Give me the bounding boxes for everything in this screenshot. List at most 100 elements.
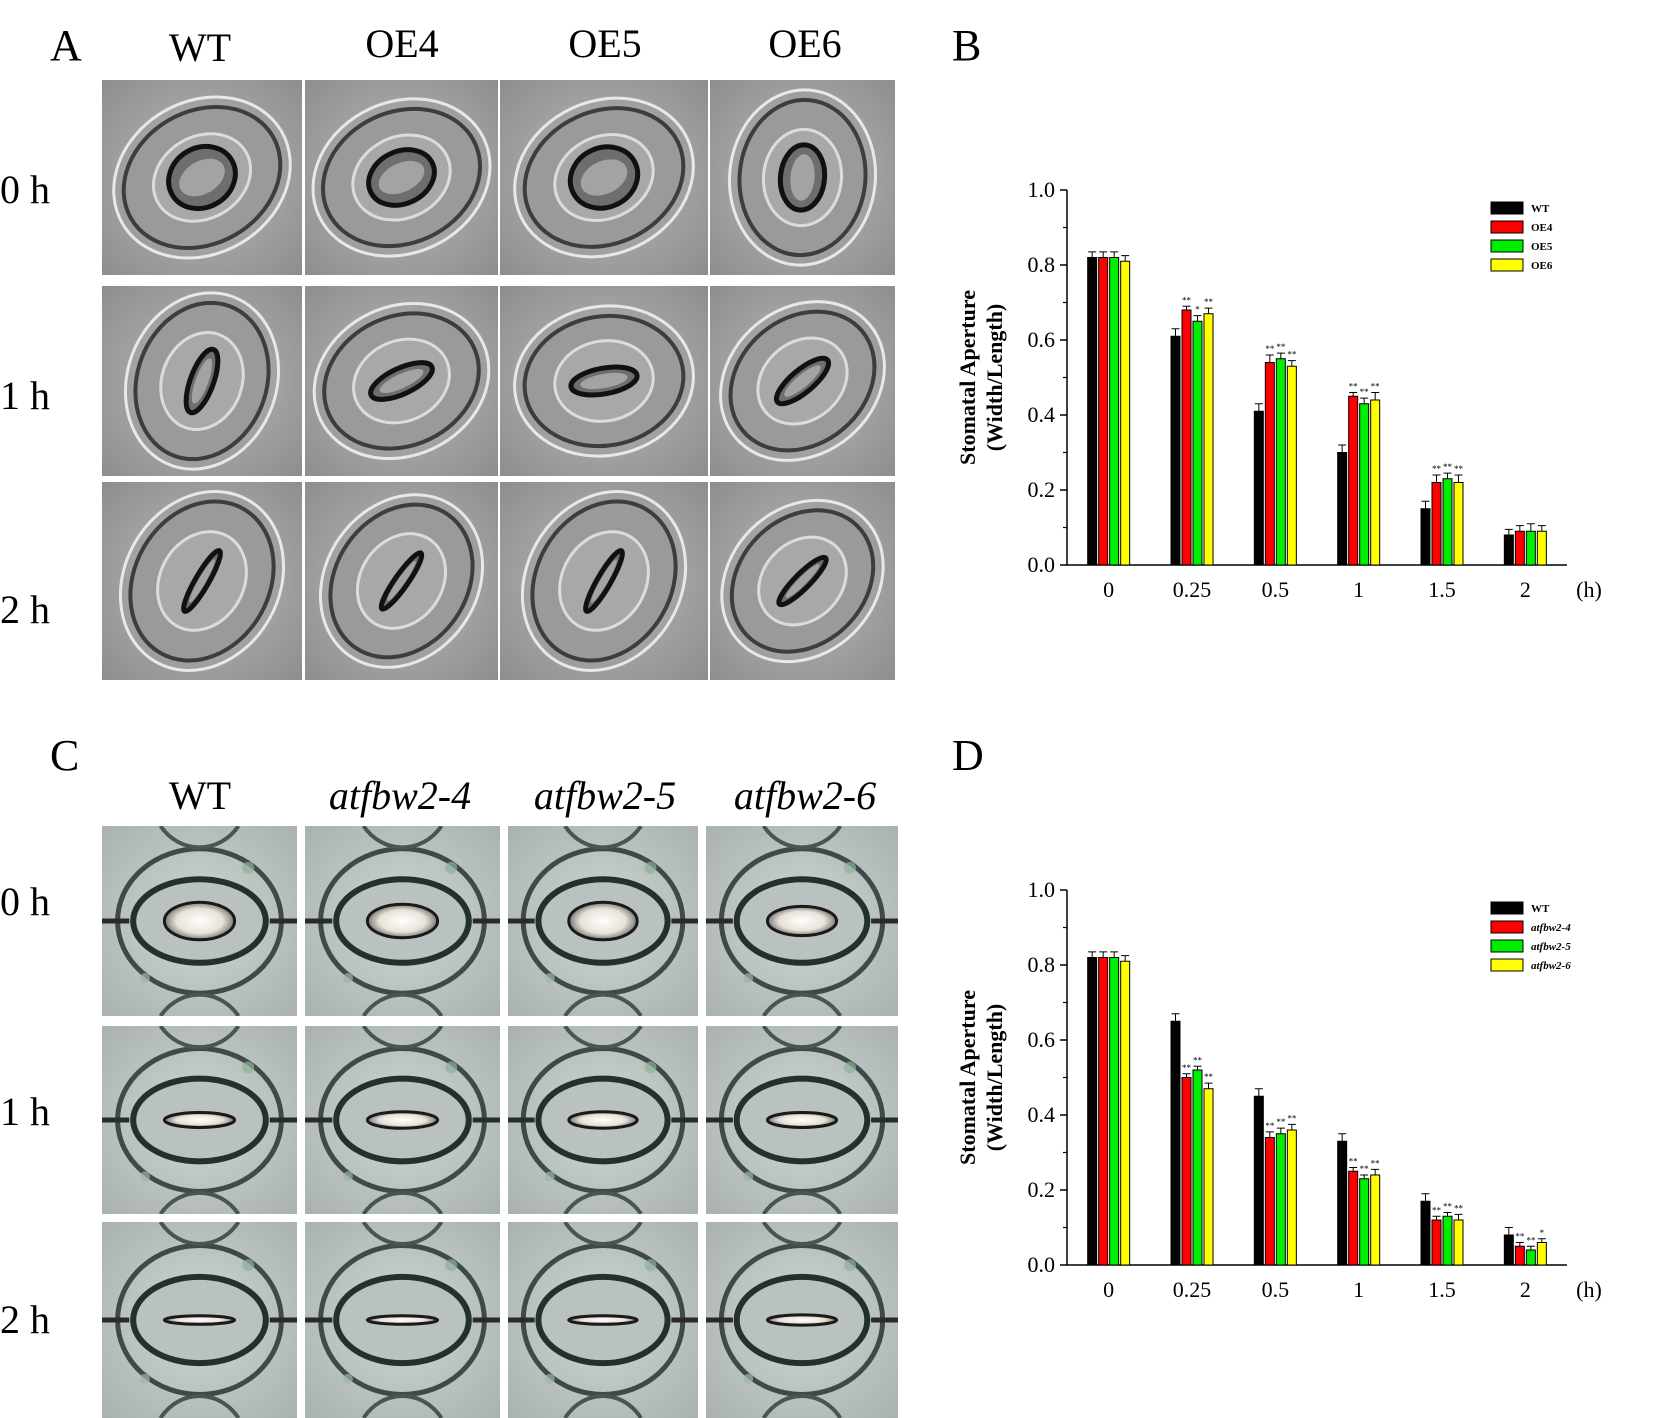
chart-b-bar-0-5 xyxy=(1503,534,1514,566)
chart-b-bar-3-1 xyxy=(1203,313,1214,566)
chart-b-bar-0-1 xyxy=(1170,335,1181,566)
panel-c-micrograph-r0-c3 xyxy=(706,826,898,1016)
chart-b-bar-1-4 xyxy=(1431,482,1442,566)
chart-b-sig-1-4: ** xyxy=(1432,464,1442,474)
panel-a-micrograph-r2-c0 xyxy=(102,482,302,680)
chart-b-xtick-label: 0.5 xyxy=(1262,577,1290,602)
chart-b-ylabel-line1: Stomatal Aperture xyxy=(955,290,980,465)
chart-d-bar-3-3 xyxy=(1370,1174,1381,1266)
chart-d-bar-1-1 xyxy=(1181,1077,1192,1266)
panel-c-micrograph-r0-c0 xyxy=(102,826,297,1016)
chart-d-xtick-label: 0.5 xyxy=(1262,1277,1290,1302)
chart-b-sig-1-1: ** xyxy=(1182,295,1192,305)
panel-c-micrograph-r2-c1 xyxy=(305,1222,500,1418)
chart-b-ytick-label: 0.4 xyxy=(1028,402,1056,427)
panel-a-micrograph-r0-c0 xyxy=(102,80,302,275)
chart-b-bar-3-0 xyxy=(1120,260,1131,566)
chart-b-bar-0-4 xyxy=(1420,508,1431,566)
chart-d-sig-2-4: ** xyxy=(1443,1202,1453,1212)
chart-b-xtick-label: 0.25 xyxy=(1173,577,1212,602)
panel-letter-b: B xyxy=(952,21,982,70)
chart-d-xtick-label: 1.5 xyxy=(1428,1277,1456,1302)
chart-b-sig-2-1: * xyxy=(1195,305,1200,315)
chart-b-bar-0-2 xyxy=(1253,410,1264,566)
chart-b-xtick-label: 1.5 xyxy=(1428,577,1456,602)
panel-c-micrograph-r1-c3 xyxy=(706,1026,898,1214)
chart-b-legend-label-1: OE4 xyxy=(1531,222,1553,234)
chart-b-ytick-label: 0.2 xyxy=(1028,477,1056,502)
chart-b-bar-2-2 xyxy=(1275,358,1286,566)
chart-d-legend-swatch-2 xyxy=(1490,939,1524,953)
panel-a-row-1h: 1 h xyxy=(0,373,50,418)
panel-a-row-0h: 0 h xyxy=(0,167,50,212)
chart-d-ylabel-line1: Stomatal Aperture xyxy=(955,990,980,1165)
chart-b-legend-label-0: WT xyxy=(1531,203,1550,215)
chart-d-ytick-label: 1.0 xyxy=(1028,877,1056,902)
panel-c-micrograph-r0-c2 xyxy=(508,826,698,1016)
chart-d-xtick-label: 2 xyxy=(1520,1277,1531,1302)
chart-b-svg: Stomatal Aperture (Width/Length) 0.0 0.2 0.4… xyxy=(955,177,1602,602)
chart-d-bar-2-5 xyxy=(1525,1249,1536,1266)
chart-b-ytick-label: 0.6 xyxy=(1028,327,1056,352)
chart-d-sig-1-5: ** xyxy=(1515,1232,1525,1242)
chart-b-sig-2-2: ** xyxy=(1276,342,1286,352)
chart-b-sig-3-3: ** xyxy=(1371,382,1381,392)
chart-b-bar-2-0 xyxy=(1109,257,1120,566)
panel-c-micrograph-r1-c1 xyxy=(305,1026,500,1214)
panel-a-row-2h: 2 h xyxy=(0,587,50,632)
chart-d-xtick-label: 0 xyxy=(1103,1277,1114,1302)
chart-b-sig-2-3: ** xyxy=(1360,387,1370,397)
chart-d-bar-1-2 xyxy=(1264,1137,1275,1266)
chart-d-legend-label-0: WT xyxy=(1531,903,1550,915)
panel-a-micrograph-r1-c0 xyxy=(102,286,302,476)
chart-d-bar-1-4 xyxy=(1431,1219,1442,1266)
chart-b-xtick-label: 2 xyxy=(1520,577,1531,602)
chart-b-xtick-label: 1 xyxy=(1353,577,1364,602)
chart-b-bar-3-2 xyxy=(1286,365,1297,566)
chart-d-sig-1-3: ** xyxy=(1349,1157,1359,1167)
chart-b-sig-1-3: ** xyxy=(1349,382,1359,392)
chart-d-bar-0-1 xyxy=(1170,1020,1181,1266)
panel-a-micrograph-r0-c1 xyxy=(305,80,498,275)
chart-d-bar-1-3 xyxy=(1348,1170,1359,1266)
chart-b-bar-2-1 xyxy=(1192,320,1203,566)
chart-d-bar-1-0 xyxy=(1098,957,1109,1266)
chart-b-bar-3-3 xyxy=(1370,399,1381,566)
chart-d-legend-swatch-0 xyxy=(1490,901,1524,915)
panel-c-row-1h: 1 h xyxy=(0,1089,50,1134)
panel-a-col-oe5: OE5 xyxy=(568,21,642,66)
chart-d-sig-3-1: ** xyxy=(1204,1072,1214,1082)
chart-b-xtick-label: 0 xyxy=(1103,577,1114,602)
chart-b-legend-label-2: OE5 xyxy=(1531,241,1553,253)
chart-d-legend-label-3: atfbw2-6 xyxy=(1531,960,1571,972)
chart-d-svg: Stomatal Aperture (Width/Length) 0.0 0.2 0.4… xyxy=(955,877,1602,1302)
panel-c-row-2h: 2 h xyxy=(0,1297,50,1342)
chart-d-bar-0-2 xyxy=(1253,1095,1264,1266)
panel-a-col-oe4: OE4 xyxy=(365,21,439,66)
chart-d-legend-swatch-3 xyxy=(1490,958,1524,972)
panel-c-row-0h: 0 h xyxy=(0,879,50,924)
chart-d-sig-2-2: ** xyxy=(1276,1117,1286,1127)
chart-d-ytick-label: 0.2 xyxy=(1028,1177,1056,1202)
panel-c-col-atfbw2-6: atfbw2-6 xyxy=(733,773,877,818)
chart-b-legend-swatch-2 xyxy=(1490,239,1524,253)
panel-a-micrograph-r2-c1 xyxy=(305,482,498,680)
chart-b-bar-2-5 xyxy=(1525,530,1536,566)
chart-b-bar-0-3 xyxy=(1337,452,1348,566)
panel-c-micrograph-r1-c2 xyxy=(508,1026,698,1214)
chart-d-bar-0-0 xyxy=(1087,957,1098,1266)
panel-c-micrograph-r2-c0 xyxy=(102,1222,297,1418)
panel-letter-c: C xyxy=(50,731,80,780)
chart-d: Stomatal Aperture (Width/Length) 0.0 0.2 0.4… xyxy=(940,860,1654,1330)
chart-d-bar-2-0 xyxy=(1109,957,1120,1266)
chart-d-bar-3-5 xyxy=(1536,1242,1547,1266)
chart-b-sig-3-4: ** xyxy=(1454,464,1464,474)
chart-b-bar-1-0 xyxy=(1098,257,1109,566)
chart-d-legend-label-1: atfbw2-4 xyxy=(1531,922,1571,934)
chart-d-bar-3-0 xyxy=(1120,960,1131,1266)
panel-a-micrograph-r1-c2 xyxy=(500,286,708,476)
chart-d-xtick-label: 1 xyxy=(1353,1277,1364,1302)
chart-d-ytick-label: 0.6 xyxy=(1028,1027,1056,1052)
chart-d-bar-2-1 xyxy=(1192,1069,1203,1266)
chart-b-bar-2-3 xyxy=(1359,403,1370,566)
